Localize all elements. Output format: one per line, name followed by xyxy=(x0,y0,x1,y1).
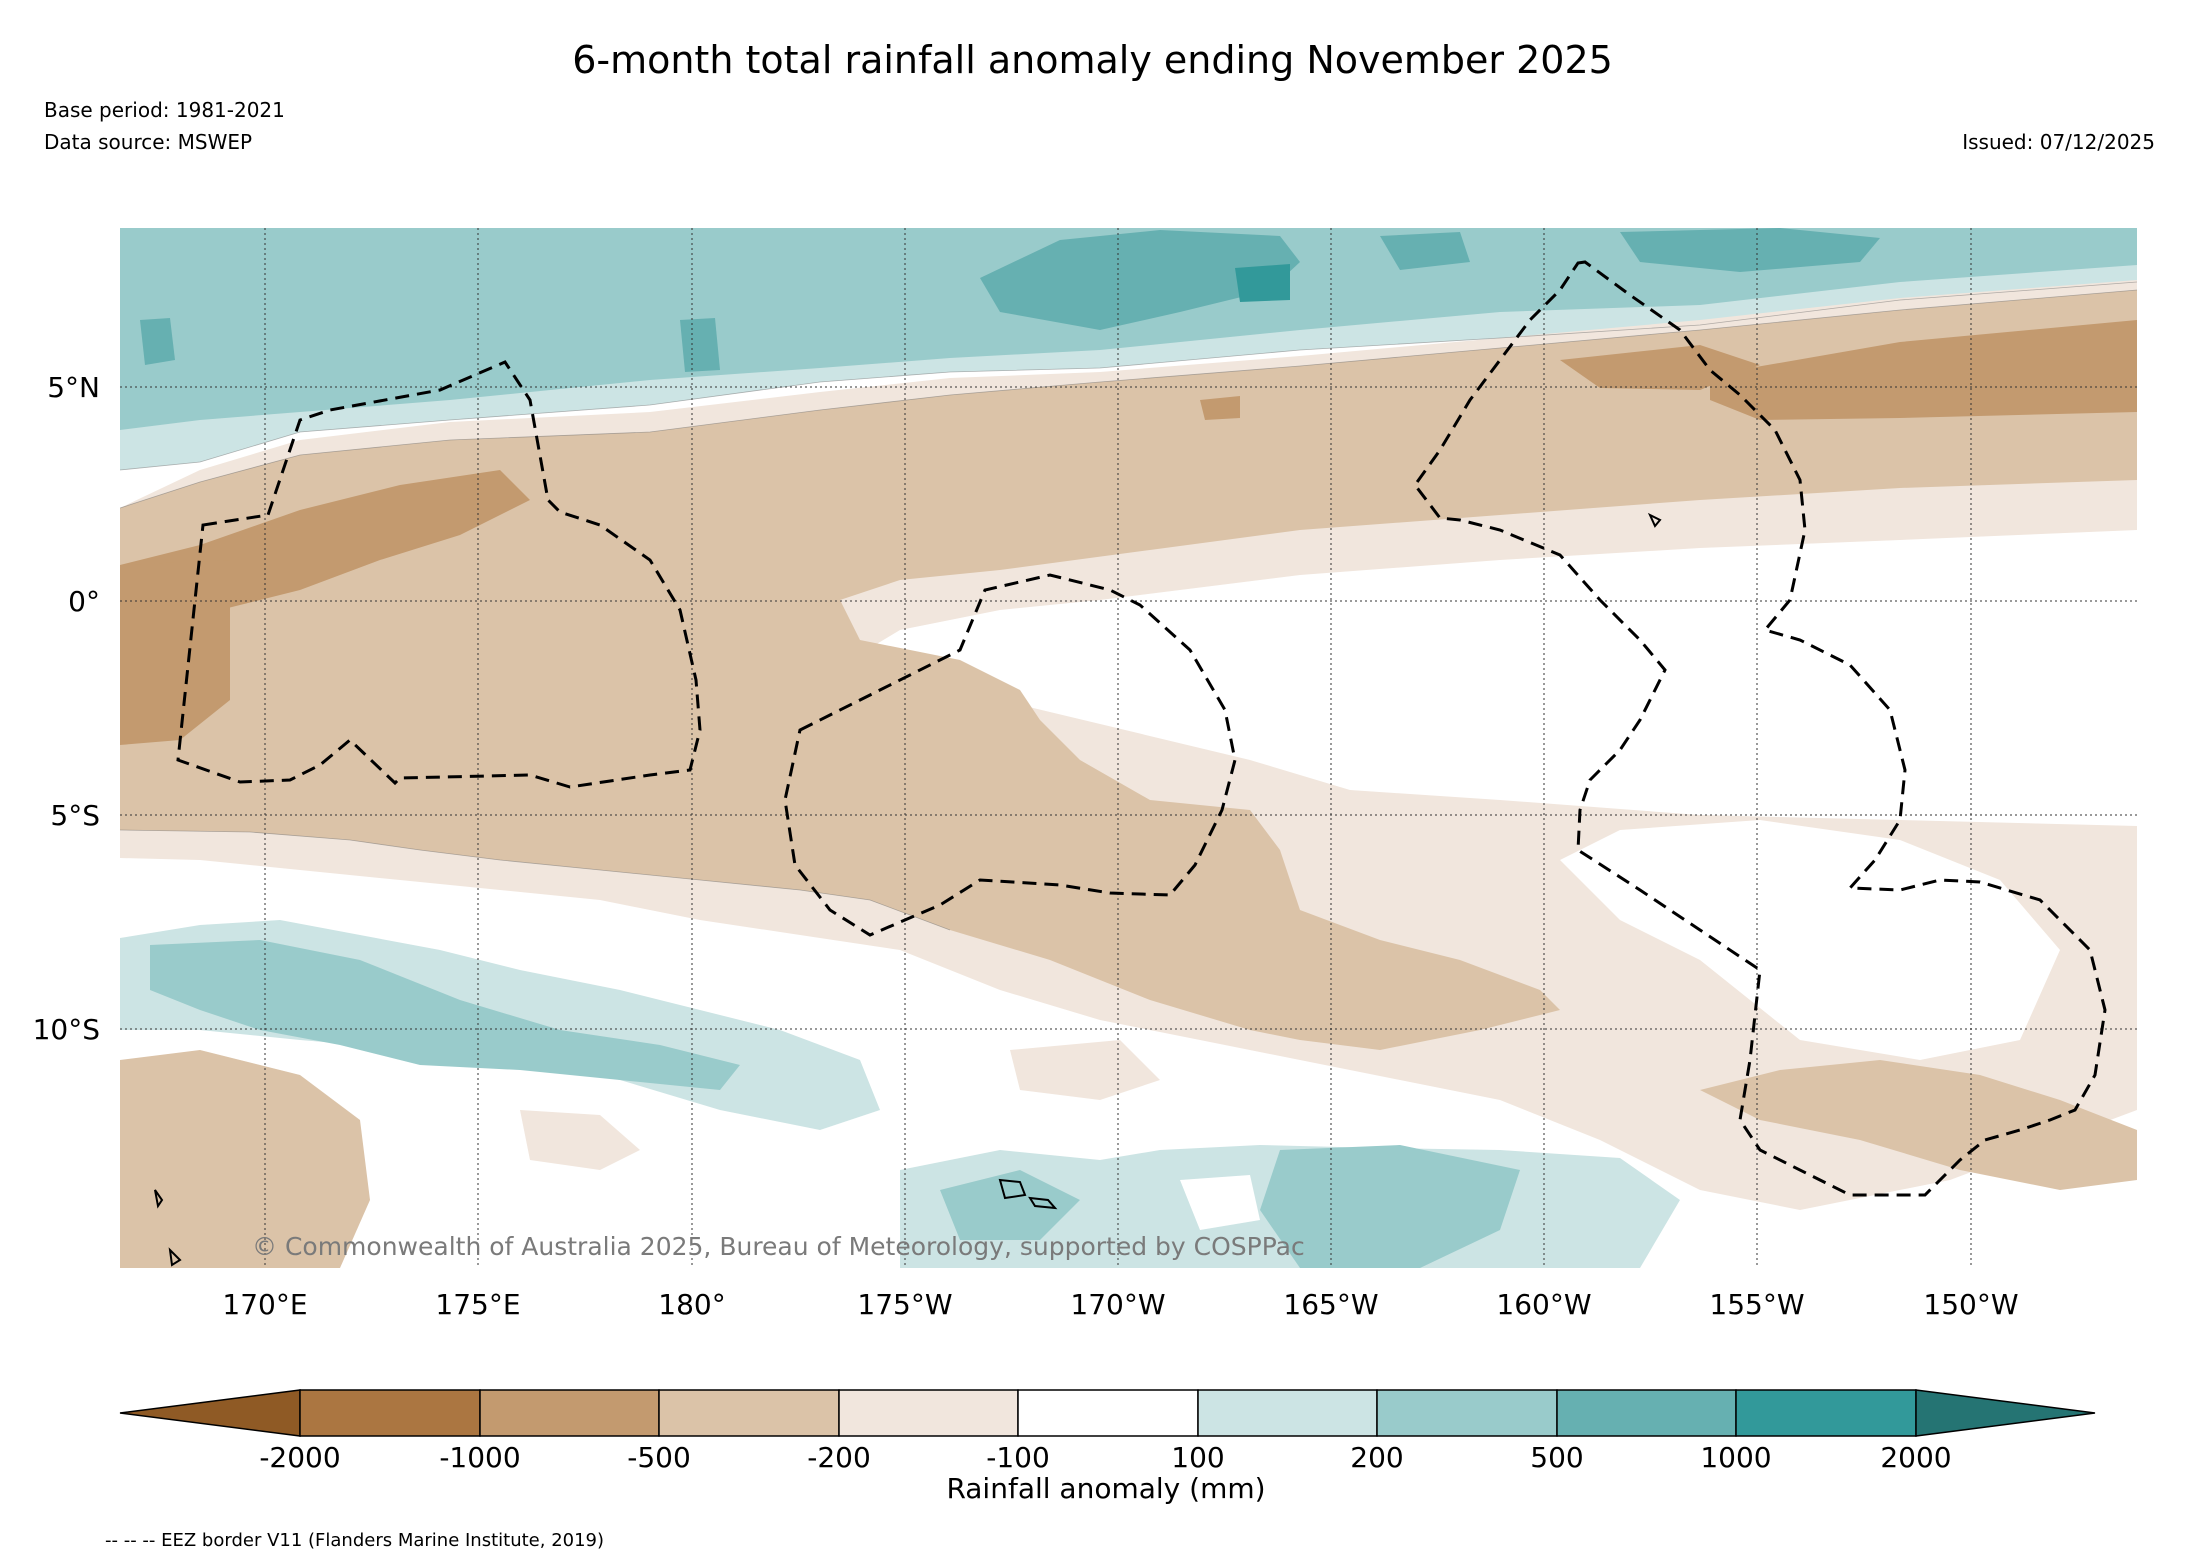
eez-borders xyxy=(176,260,2107,1197)
eez-kiribati-gilbert xyxy=(176,360,702,789)
colorbar-ticks: -2000 -1000 -500 -200 -100 100 200 500 1… xyxy=(259,1441,1951,1474)
chart-title: 6-month total rainfall anomaly ending No… xyxy=(572,38,1613,82)
colorbar-tick: 2000 xyxy=(1880,1441,1951,1474)
data-source: Data source: MSWEP xyxy=(44,130,253,154)
lon-label-155w: 155°W xyxy=(1709,1288,1804,1321)
colorbar-bin-3 xyxy=(658,1389,840,1437)
colorbar-bin-4 xyxy=(838,1389,1019,1437)
lat-label-10s: 10°S xyxy=(33,1013,100,1046)
graticule xyxy=(120,228,2137,1268)
issued-date: Issued: 07/12/2025 xyxy=(1962,130,2155,154)
colorbar-extend-low xyxy=(119,1389,301,1437)
lon-label-160w: 160°W xyxy=(1496,1288,1591,1321)
colorbar xyxy=(119,1389,2096,1437)
colorbar-tick: -200 xyxy=(807,1441,871,1474)
lon-label-175e: 175°E xyxy=(435,1288,520,1321)
lat-label-0: 0° xyxy=(68,585,100,618)
lat-label-5s: 5°S xyxy=(50,799,100,832)
colorbar-tick: 100 xyxy=(1171,1441,1224,1474)
lat-label-5n: 5°N xyxy=(47,371,100,404)
colorbar-tick: -1000 xyxy=(439,1441,520,1474)
colorbar-tick: 200 xyxy=(1350,1441,1403,1474)
anomaly-field xyxy=(120,228,2137,1268)
colorbar-bin-9 xyxy=(1735,1389,1917,1437)
colorbar-bin-7 xyxy=(1376,1389,1558,1437)
colorbar-bin-1 xyxy=(299,1389,481,1437)
colorbar-bin-6 xyxy=(1197,1389,1378,1437)
colorbar-tick: -2000 xyxy=(259,1441,340,1474)
dry-band-mid xyxy=(120,290,2137,1050)
colorbar-bin-2 xyxy=(479,1389,660,1437)
colorbar-bin-5 xyxy=(1017,1389,1199,1437)
wet-band-south-mid xyxy=(150,940,740,1090)
eez-line-islands xyxy=(1413,260,2107,1197)
lon-label-165w: 165°W xyxy=(1283,1288,1378,1321)
colorbar-extend-high xyxy=(1915,1389,2096,1437)
colorbar-tick: -100 xyxy=(986,1441,1050,1474)
lon-label-170w: 170°W xyxy=(1070,1288,1165,1321)
colorbar-tick: -500 xyxy=(627,1441,691,1474)
lon-label-150w: 150°W xyxy=(1923,1288,2018,1321)
lon-label-175w: 175°W xyxy=(857,1288,952,1321)
wet-band-north-dark xyxy=(980,230,1300,330)
lon-label-170e: 170°E xyxy=(222,1288,307,1321)
eez-phoenix xyxy=(783,573,1237,937)
wet-band-north-mid xyxy=(120,228,2137,430)
colorbar-label: Rainfall anomaly (mm) xyxy=(946,1472,1266,1505)
copyright-notice: © Commonwealth of Australia 2025, Bureau… xyxy=(252,1232,1305,1261)
lon-label-180: 180° xyxy=(658,1288,725,1321)
islands xyxy=(154,512,1662,1267)
eez-footnote: -- -- -- EEZ border V11 (Flanders Marine… xyxy=(105,1530,605,1551)
base-period: Base period: 1981-2021 xyxy=(44,98,285,122)
colorbar-bin-8 xyxy=(1556,1389,1737,1437)
colorbar-tick: 1000 xyxy=(1700,1441,1771,1474)
colorbar-tick: 500 xyxy=(1530,1441,1583,1474)
